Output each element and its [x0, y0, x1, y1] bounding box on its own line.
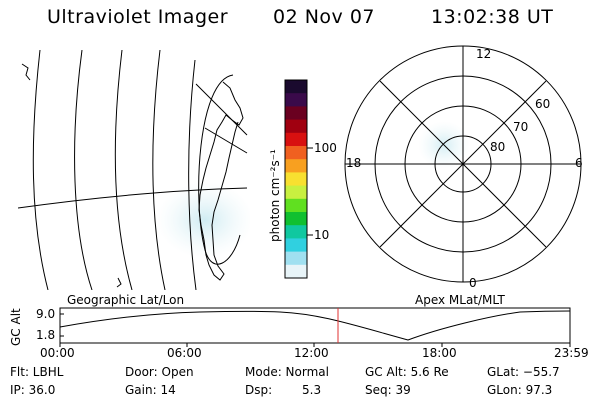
time-label: 13:02:38 UT [431, 6, 554, 28]
colorbar-swatch [285, 185, 307, 200]
polar-label-0: 0 [469, 276, 477, 290]
altitude-axis-label: GC Alt [9, 308, 23, 346]
altitude-tick-max: 9.0 [36, 307, 56, 321]
glon-status: GLon: 97.3 [487, 383, 553, 397]
geographic-caption: Geographic Lat/Lon [67, 293, 185, 307]
polar-label-60: 60 [535, 97, 551, 111]
altitude-tick-min: 1.8 [36, 328, 56, 342]
coastline [198, 81, 244, 281]
meridian-line [74, 50, 93, 290]
meridian-line [188, 59, 197, 290]
apex-caption: Apex MLat/MLT [415, 293, 505, 307]
polar-label-12: 12 [476, 47, 492, 61]
colorbar-gradient [285, 80, 307, 279]
altitude-curve [59, 310, 571, 341]
colorbar-swatch [285, 146, 307, 160]
colorbar-swatch [285, 251, 307, 266]
meridian-line [152, 50, 166, 290]
polar-label-70: 70 [513, 120, 529, 134]
filter-status: Flt: LBHL [10, 365, 64, 379]
time-tick: 18:00 [422, 346, 457, 360]
colorbar-swatch [285, 172, 307, 187]
geographic-map [18, 50, 250, 290]
time-tick: 23:59 [554, 346, 589, 360]
glat-status: GLat: −55.7 [487, 365, 560, 379]
colorbar-unit-label: photon cm⁻²s⁻¹ [268, 149, 282, 242]
colorbar-swatch [285, 132, 307, 147]
polar-diagonal [379, 80, 547, 248]
altitude-plot [59, 307, 571, 347]
gain-status: Gain: 14 [125, 383, 176, 397]
coastline [116, 277, 122, 288]
seq-status: Seq: 39 [365, 383, 411, 397]
polar-label-6: 6 [575, 156, 583, 170]
longitude-line [204, 127, 248, 154]
colorbar-swatch [285, 238, 307, 253]
polar-label-18: 18 [346, 156, 362, 170]
date-label: 02 Nov 07 [273, 6, 376, 28]
gc-altitude-status: GC Alt: 5.6 Re [365, 365, 449, 379]
colorbar-swatch [285, 106, 307, 121]
time-tick: 12:00 [294, 346, 329, 360]
auroral-glow-left [157, 182, 250, 258]
colorbar-swatch [285, 225, 307, 239]
dsp-value: 5.3 [302, 383, 322, 397]
colorbar-tick-label-100: 100 [314, 141, 337, 155]
colorbar-swatch [285, 93, 307, 107]
colorbar-tick-label-10: 10 [314, 228, 330, 242]
colorbar-swatch [285, 159, 307, 173]
meridian-line [114, 50, 133, 290]
mode-status: Mode: Normal [245, 365, 329, 379]
time-tick: 06:00 [167, 346, 202, 360]
colorbar [284, 79, 313, 279]
colorbar-swatch [285, 212, 307, 226]
polar-label-80: 80 [490, 140, 506, 154]
colorbar-frame [284, 79, 308, 279]
door-status: Door: Open [125, 365, 194, 379]
polar-plot [344, 45, 582, 283]
colorbar-swatch [285, 119, 307, 134]
time-tick: 00:00 [40, 346, 75, 360]
ip-status: IP: 36.0 [10, 383, 56, 397]
latitude-line [18, 187, 248, 209]
colorbar-swatch [285, 198, 307, 213]
altitude-plot-frame [59, 307, 571, 344]
colorbar-swatch [285, 80, 307, 94]
image-title: Ultraviolet Imager [47, 6, 229, 28]
dsp-label: Dsp: [245, 383, 273, 397]
meridian-line [32, 50, 49, 290]
longitude-line [195, 83, 248, 136]
coastline [21, 63, 31, 81]
colorbar-swatch [285, 264, 307, 279]
